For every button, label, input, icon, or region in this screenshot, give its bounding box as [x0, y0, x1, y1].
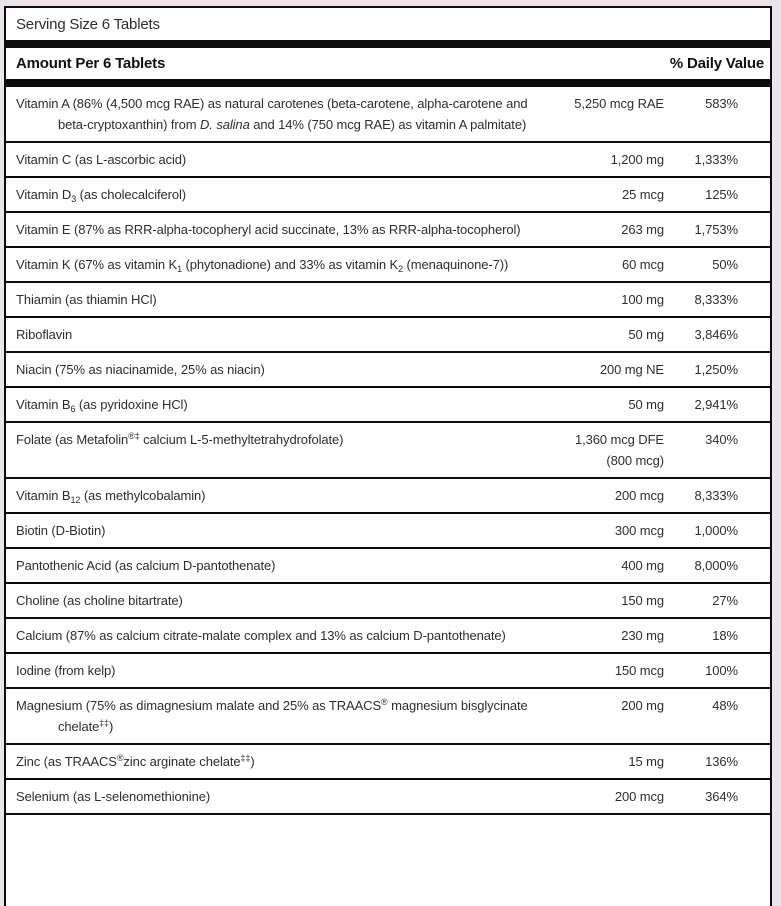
nutrient-row: Vitamin B6 (as pyridoxine HCl) 50 mg 2,9…: [6, 388, 770, 423]
serving-size-text: Serving Size 6 Tablets: [16, 16, 160, 33]
nutrient-row: Vitamin A (86% (4,500 mcg RAE) as natura…: [6, 87, 770, 143]
nutrient-daily-value: 18%: [712, 628, 738, 643]
nutrient-amount: 230 mg: [621, 628, 664, 643]
nutrient-name: Thiamin (as thiamin HCl): [16, 292, 157, 307]
nutrient-daily-value: 100%: [705, 663, 738, 678]
nutrient-amount: 60 mcg: [621, 257, 664, 272]
nutrient-row: Calcium (87% as calcium citrate-malate c…: [6, 619, 770, 654]
nutrient-name: Vitamin B12 (as methylcobalamin): [16, 488, 206, 505]
nutrient-row: Vitamin K (67% as vitamin K1 (phytonadio…: [6, 248, 770, 283]
nutrient-daily-value: 27%: [712, 593, 738, 608]
nutrient-daily-value: 8,000%: [694, 558, 739, 573]
nutrient-amount: 200 mcg: [614, 789, 664, 804]
nutrient-amount: 150 mg: [621, 593, 664, 608]
supplement-facts-panel: Serving Size 6 Tablets Amount Per 6 Tabl…: [4, 6, 772, 906]
nutrient-amount: 400 mg: [621, 558, 664, 573]
nutrient-amount: 200 mg: [621, 698, 664, 713]
nutrient-daily-value: 1,333%: [694, 152, 739, 167]
nutrient-daily-value: 3,846%: [694, 327, 739, 342]
nutrient-name: Selenium (as L-selenomethionine): [16, 789, 211, 804]
nutrient-name: Zinc (as TRAACS®zinc arginate chelate‡‡): [16, 753, 255, 770]
nutrient-name: Vitamin A (86% (4,500 mcg RAE) as natura…: [16, 96, 528, 132]
nutrient-row: Vitamin C (as L-ascorbic acid) 1,200 mg …: [6, 143, 770, 178]
nutrient-daily-value: 1,250%: [694, 362, 739, 377]
daily-value-column-header: % Daily Value: [669, 55, 764, 72]
nutrient-daily-value: 8,333%: [694, 292, 739, 307]
nutrient-daily-value: 583%: [705, 96, 738, 111]
nutrient-row: Vitamin D3 (as cholecalciferol) 25 mcg 1…: [6, 178, 770, 213]
nutrient-name: Niacin (75% as niacinamide, 25% as niaci…: [16, 362, 265, 377]
nutrient-row: Iodine (from kelp) 150 mcg 100%: [6, 654, 770, 689]
nutrient-amount: 200 mg NE: [599, 362, 664, 377]
nutrient-row: Magnesium (75% as dimagnesium malate and…: [6, 689, 770, 745]
divider-bar-bottom: [6, 79, 770, 87]
nutrient-amount: 25 mcg: [621, 187, 664, 202]
nutrient-amount: 200 mcg: [614, 488, 664, 503]
nutrient-row: Biotin (D-Biotin) 300 mcg 1,000%: [6, 514, 770, 549]
nutrient-amount: 1,360 mcg DFE (800 mcg): [574, 432, 664, 468]
nutrient-name: Calcium (87% as calcium citrate-malate c…: [16, 628, 506, 643]
column-header-row: Amount Per 6 Tablets % Daily Value: [6, 48, 770, 79]
nutrient-name: Pantothenic Acid (as calcium D-pantothen…: [16, 558, 276, 573]
nutrient-row: Selenium (as L-selenomethionine) 200 mcg…: [6, 780, 770, 815]
nutrient-row: Riboflavin 50 mg 3,846%: [6, 318, 770, 353]
nutrient-daily-value: 340%: [705, 432, 738, 447]
nutrient-amount: 263 mg: [621, 222, 664, 237]
nutrient-name: Magnesium (75% as dimagnesium malate and…: [16, 697, 528, 735]
nutrient-name: Riboflavin: [16, 327, 73, 342]
nutrient-name: Vitamin K (67% as vitamin K1 (phytonadio…: [16, 257, 509, 274]
nutrient-daily-value: 136%: [705, 754, 738, 769]
nutrient-amount: 50 mg: [628, 397, 664, 412]
nutrient-name: Vitamin D3 (as cholecalciferol): [16, 187, 187, 204]
amount-column-header: Amount Per 6 Tablets: [16, 55, 166, 72]
nutrient-daily-value: 125%: [705, 187, 738, 202]
nutrient-row: Folate (as Metafolin®‡ calcium L-5-methy…: [6, 423, 770, 479]
nutrient-row: Thiamin (as thiamin HCl) 100 mg 8,333%: [6, 283, 770, 318]
nutrient-name: Folate (as Metafolin®‡ calcium L-5-methy…: [16, 431, 344, 448]
nutrient-row: Vitamin E (87% as RRR-alpha-tocopheryl a…: [6, 213, 770, 248]
divider-bar-top: [6, 40, 770, 48]
nutrient-daily-value: 50%: [712, 257, 738, 272]
nutrient-row: Niacin (75% as niacinamide, 25% as niaci…: [6, 353, 770, 388]
nutrient-amount: 150 mcg: [614, 663, 664, 678]
nutrient-name: Vitamin E (87% as RRR-alpha-tocopheryl a…: [16, 222, 521, 237]
nutrient-amount: 1,200 mg: [610, 152, 665, 167]
nutrient-name: Biotin (D-Biotin): [16, 523, 106, 538]
nutrient-amount: 5,250 mcg RAE: [574, 96, 664, 111]
nutrient-row: Pantothenic Acid (as calcium D-pantothen…: [6, 549, 770, 584]
nutrient-row: Choline (as choline bitartrate) 150 mg 2…: [6, 584, 770, 619]
nutrient-name: Vitamin B6 (as pyridoxine HCl): [16, 397, 188, 414]
nutrient-daily-value: 1,753%: [694, 222, 739, 237]
nutrient-daily-value: 48%: [712, 698, 738, 713]
page: { "colors": { "page_background": "#ebe4e…: [4, 6, 772, 906]
nutrient-amount: 15 mg: [628, 754, 664, 769]
nutrient-daily-value: 8,333%: [694, 488, 739, 503]
nutrient-row: Zinc (as TRAACS®zinc arginate chelate‡‡)…: [6, 745, 770, 780]
nutrient-amount: 100 mg: [621, 292, 664, 307]
nutrient-name: Vitamin C (as L-ascorbic acid): [16, 152, 187, 167]
nutrient-daily-value: 2,941%: [694, 397, 739, 412]
nutrient-row: Vitamin B12 (as methylcobalamin) 200 mcg…: [6, 479, 770, 514]
nutrient-rows: Vitamin A (86% (4,500 mcg RAE) as natura…: [6, 87, 770, 815]
nutrient-daily-value: 364%: [705, 789, 738, 804]
nutrient-daily-value: 1,000%: [694, 523, 739, 538]
nutrient-amount: 50 mg: [628, 327, 664, 342]
nutrient-name: Iodine (from kelp): [16, 663, 116, 678]
nutrient-name: Choline (as choline bitartrate): [16, 593, 183, 608]
nutrient-amount: 300 mcg: [614, 523, 664, 538]
